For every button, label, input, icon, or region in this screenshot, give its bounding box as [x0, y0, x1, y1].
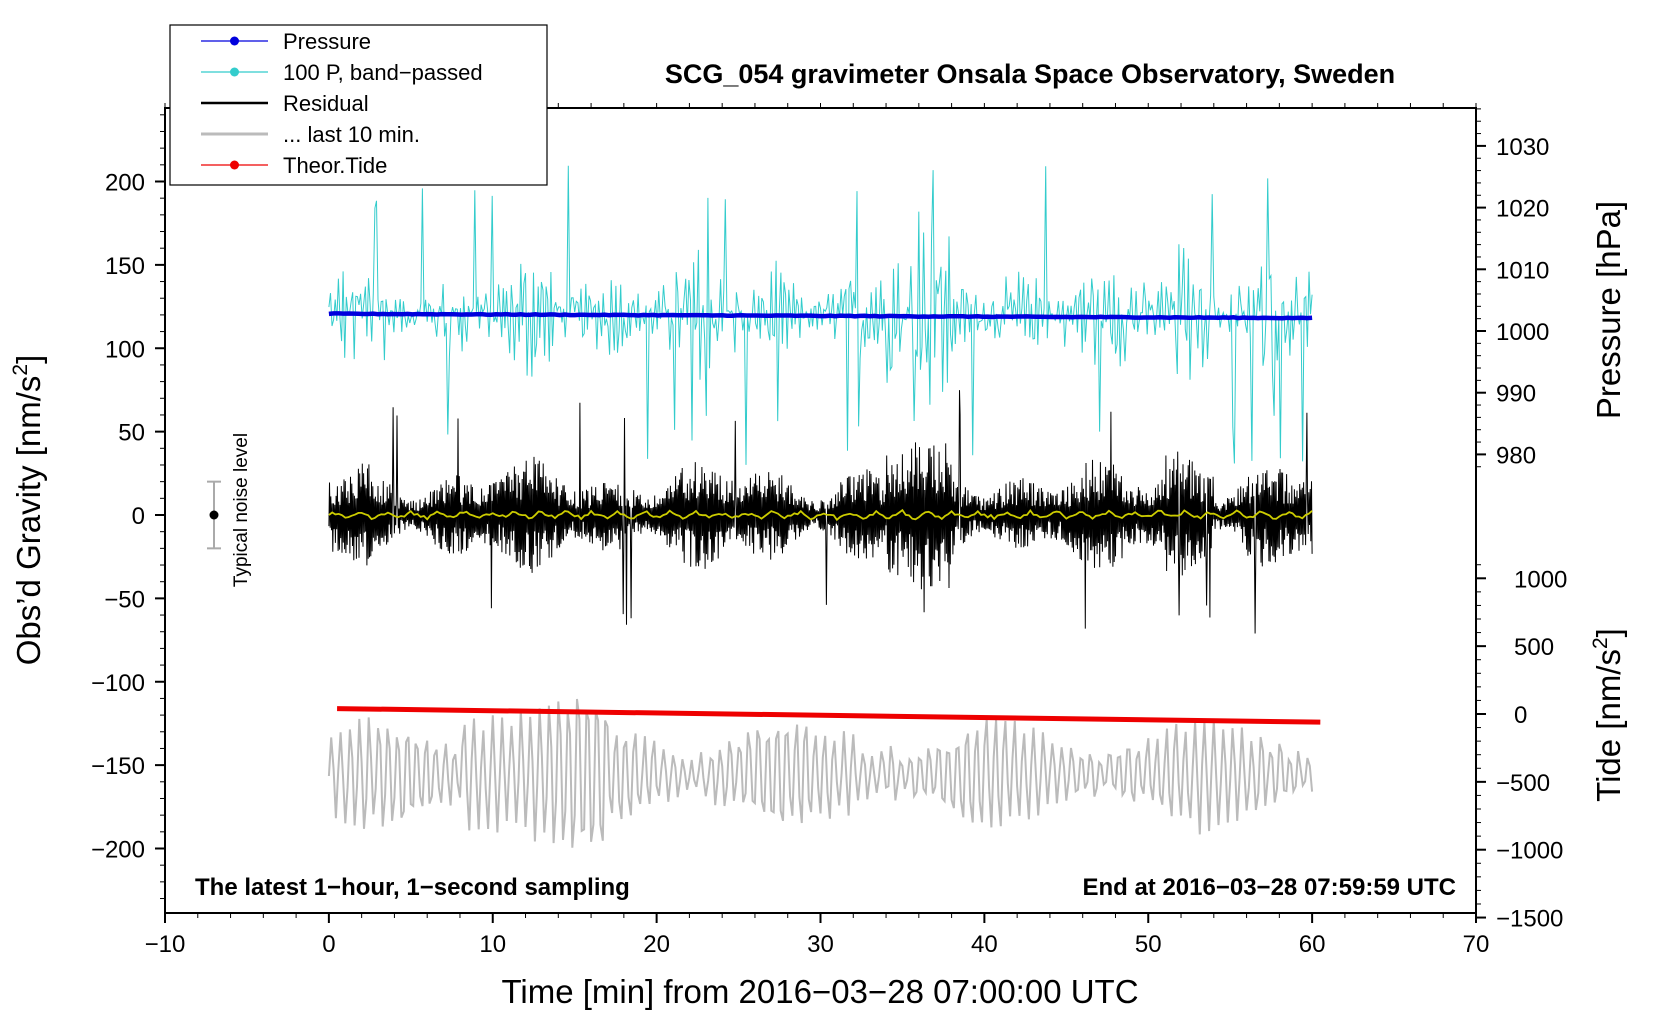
legend-marker-1	[230, 67, 239, 77]
y-tide-tick-label: 1000	[1514, 566, 1567, 593]
series-last10min-line	[328, 508, 1313, 522]
y-axis-label-gravity: Obs’d Gravity [nm/s2]	[9, 355, 47, 666]
y-pressure-tick-label: 980	[1496, 442, 1536, 469]
noise-level-label: Typical noise level	[231, 433, 252, 587]
x-tick-label: 70	[1463, 931, 1490, 958]
axes-layer: −10 0 10 20 30 40 50 60 70−200−150−100−500501001…	[91, 103, 1567, 958]
y-axis-label-pressure: Pressure [hPa]	[1590, 201, 1627, 419]
x-tick-label: 10	[479, 931, 506, 958]
y-left-tick-label: −50	[104, 586, 145, 613]
y-tide-tick-label: 0	[1514, 702, 1527, 729]
y-tide-tick-label: 500	[1514, 634, 1554, 661]
y-left-tick-label: 200	[105, 170, 145, 197]
y-left-tick-label: −150	[91, 753, 145, 780]
chart-title: SCG_054 gravimeter Onsala Space Observat…	[665, 59, 1395, 89]
legend-label-1: 100 P, band−passed	[283, 60, 483, 85]
legend-label-0: Pressure	[283, 29, 371, 54]
series-theoretical-tide-line	[337, 706, 1321, 725]
y-pressure-tick-label: 1030	[1496, 134, 1549, 161]
annotation-end-time: End at 2016−03−28 07:59:59 UTC	[1082, 874, 1456, 901]
plot-data-layer	[327, 165, 1321, 848]
y-left-tick-label: 0	[132, 503, 145, 530]
legend-marker-4	[230, 160, 239, 170]
series-pressure-line	[328, 311, 1313, 321]
y-pressure-tick-label: 1000	[1496, 319, 1549, 346]
y-left-tick-label: 50	[118, 420, 145, 447]
y-tide-tick-label: −500	[1496, 770, 1550, 797]
x-tick-label: 20	[643, 931, 670, 958]
x-axis-label: Time [min] from 2016−03−28 07:00:00 UTC	[501, 973, 1138, 1010]
noise-level-dot	[209, 510, 219, 520]
series-residual-line	[328, 390, 1313, 634]
annotation-sampling: The latest 1−hour, 1−second sampling	[195, 874, 630, 901]
x-tick-label: 60	[1299, 931, 1326, 958]
x-tick-label: 40	[971, 931, 998, 958]
legend-label-4: Theor.Tide	[283, 153, 387, 178]
legend-label-3: ... last 10 min.	[283, 122, 420, 147]
y-left-tick-label: −200	[91, 837, 145, 864]
x-tick-label: −10	[145, 931, 186, 958]
x-tick-label: 0	[322, 931, 335, 958]
legend: Pressure 100 P, band−passed Residual ... la…	[169, 24, 548, 186]
noise-level-indicator: Typical noise level	[207, 433, 252, 587]
series-tide-trace-line	[327, 698, 1314, 848]
legend-label-2: Residual	[283, 91, 369, 116]
y-pressure-tick-label: 1020	[1496, 196, 1549, 223]
y-left-tick-label: 100	[105, 336, 145, 363]
legend-marker-0	[230, 36, 239, 46]
y-axis-label-tide: Tide [nm/s2]	[1589, 628, 1627, 802]
x-tick-label: 50	[1135, 931, 1162, 958]
y-tide-tick-label: −1500	[1496, 906, 1563, 933]
series-bandpassed-pressure-line	[328, 165, 1313, 465]
x-tick-label: 30	[807, 931, 834, 958]
y-tide-tick-label: −1000	[1496, 838, 1563, 865]
legend-box	[169, 24, 548, 186]
y-pressure-tick-label: 990	[1496, 381, 1536, 408]
y-left-tick-label: −100	[91, 670, 145, 697]
y-left-tick-label: 150	[105, 253, 145, 280]
y-pressure-tick-label: 1010	[1496, 257, 1549, 284]
